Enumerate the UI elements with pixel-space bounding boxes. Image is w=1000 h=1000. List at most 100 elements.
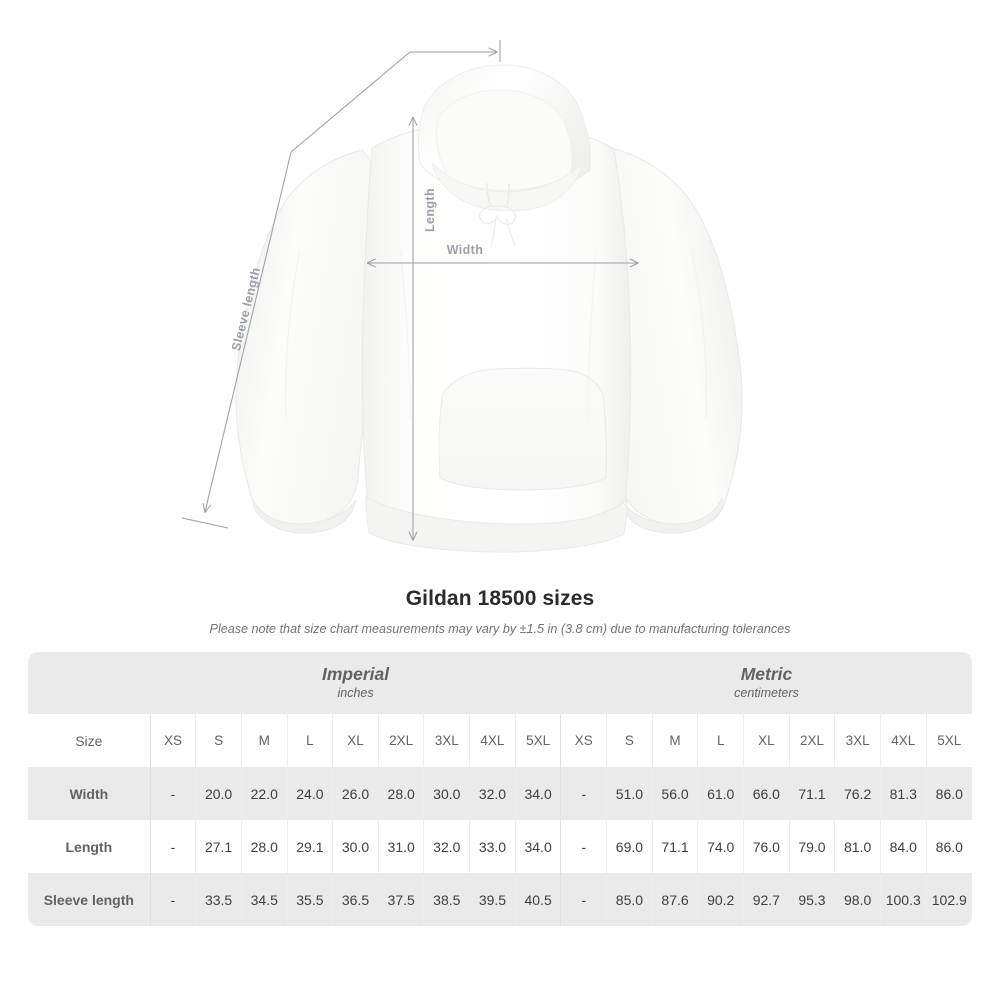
cell-length-metric-l: 74.0 [697, 820, 744, 873]
unit-header-spacer [28, 652, 151, 714]
size-header-metric-l: L [697, 714, 744, 767]
cell-width-metric-xs: - [560, 767, 607, 820]
size-header-metric-3xl: 3XL [834, 714, 881, 767]
cell-length-imperial-5xl: 34.0 [514, 820, 561, 873]
unit-sub-imperial: inches [337, 685, 374, 700]
sleeve-diagonal-upper [290, 51, 411, 153]
table-row: Sleeve length -33.5 34.5 35.5 36.5 37.5 38.5 39… [28, 873, 972, 926]
cell-width-imperial-5xl: 34.0 [514, 767, 561, 820]
cell-length-metric-2xl: 79.0 [788, 820, 835, 873]
cell-sleeve-length-metric-5xl: 102.9 [925, 873, 972, 926]
cell-sleeve-length-imperial-5xl: 40.5 [514, 873, 561, 926]
cell-width-imperial-xl: 26.0 [332, 767, 379, 820]
cell-sleeve-length-metric-m: 87.6 [651, 873, 698, 926]
cell-sleeve-length-imperial-3xl: 38.5 [423, 873, 470, 926]
cell-width-metric-2xl: 71.1 [788, 767, 835, 820]
size-header-imperial-3xl: 3XL [423, 714, 470, 767]
unit-sub-metric: centimeters [734, 685, 799, 700]
cell-sleeve-length-metric-xs: - [560, 873, 607, 926]
size-header-imperial-2xl: 2XL [377, 714, 424, 767]
sleeve-diagonal-lower [205, 151, 292, 512]
hoodie-graphic [235, 64, 743, 553]
cell-sleeve-length-metric-4xl: 100.3 [879, 873, 927, 926]
cell-sleeve-length-imperial-m: 34.5 [240, 873, 288, 926]
cell-length-metric-4xl: 84.0 [879, 820, 927, 873]
cell-sleeve-length-metric-2xl: 95.3 [788, 873, 835, 926]
cell-width-metric-s: 51.0 [606, 767, 653, 820]
unit-header-metric: Metric centimeters [560, 652, 972, 714]
size-header-metric-5xl: 5XL [925, 714, 972, 767]
cell-width-imperial-l: 24.0 [286, 767, 333, 820]
cell-sleeve-length-metric-s: 85.0 [606, 873, 653, 926]
size-header-metric-4xl: 4XL [879, 714, 927, 767]
measurement-annotations [181, 40, 638, 540]
cell-sleeve-length-imperial-4xl: 39.5 [469, 873, 516, 926]
size-header-metric-m: M [651, 714, 698, 767]
unit-header-row: Imperial inches Metric centimeters [28, 652, 972, 714]
size-chart-table-container: Imperial inches Metric centimeters Size XS S M L… [28, 652, 972, 926]
cell-length-metric-3xl: 81.0 [834, 820, 881, 873]
cell-length-imperial-2xl: 31.0 [377, 820, 424, 873]
page-title: Gildan 18500 sizes [405, 587, 595, 610]
cell-length-imperial-4xl: 33.0 [469, 820, 516, 873]
cell-sleeve-length-metric-l: 90.2 [697, 873, 744, 926]
unit-header-imperial: Imperial inches [150, 652, 561, 714]
unit-name-imperial: Imperial [321, 664, 390, 685]
cell-length-imperial-m: 28.0 [240, 820, 288, 873]
size-header-imperial-xl: XL [332, 714, 379, 767]
cell-sleeve-length-imperial-xs: - [149, 873, 196, 926]
cell-sleeve-length-imperial-s: 33.5 [195, 873, 242, 926]
size-chart-table: Imperial inches Metric centimeters Size XS S M L… [28, 652, 972, 926]
cell-length-imperial-3xl: 32.0 [423, 820, 470, 873]
cell-length-imperial-s: 27.1 [195, 820, 242, 873]
garment-illustration: Length Width Sleeve length [181, 40, 743, 553]
size-header-imperial-m: M [240, 714, 288, 767]
size-header-imperial-4xl: 4XL [469, 714, 516, 767]
size-header-imperial-5xl: 5XL [514, 714, 561, 767]
sleeve-bottom-tick [181, 517, 229, 529]
cell-width-metric-m: 56.0 [651, 767, 698, 820]
table-row: Length -27.1 28.0 29.1 30.0 31.0 32.0 33.0 34.0-… [28, 820, 972, 873]
unit-name-metric: Metric [740, 664, 793, 685]
cell-width-imperial-xs: - [149, 767, 196, 820]
row-label-width: Width [28, 767, 151, 820]
cell-length-metric-s: 69.0 [606, 820, 653, 873]
size-header-label: Size [28, 714, 151, 767]
cell-length-imperial-xs: - [149, 820, 196, 873]
cell-length-imperial-xl: 30.0 [332, 820, 379, 873]
cell-width-metric-4xl: 81.3 [879, 767, 927, 820]
cell-length-metric-5xl: 86.0 [925, 820, 972, 873]
length-label: Length [423, 188, 437, 232]
cell-width-imperial-4xl: 32.0 [469, 767, 516, 820]
cell-width-metric-5xl: 86.0 [925, 767, 972, 820]
size-header-metric-xs: XS [560, 714, 607, 767]
cell-width-metric-xl: 66.0 [743, 767, 790, 820]
title-block: Gildan 18500 sizes Please note that size… [0, 575, 1000, 636]
size-header-imperial-xs: XS [149, 714, 196, 767]
cell-width-metric-l: 61.0 [697, 767, 744, 820]
size-header-metric-s: S [606, 714, 653, 767]
size-header-metric-2xl: 2XL [788, 714, 835, 767]
row-label-sleeve-length: Sleeve length [28, 873, 151, 926]
tolerance-note: Please note that size chart measurements… [209, 622, 791, 636]
cell-width-imperial-3xl: 30.0 [423, 767, 470, 820]
size-header-imperial-s: S [195, 714, 242, 767]
size-header-metric-xl: XL [743, 714, 790, 767]
cell-width-imperial-2xl: 28.0 [377, 767, 424, 820]
cell-sleeve-length-metric-xl: 92.7 [743, 873, 790, 926]
cell-sleeve-length-imperial-2xl: 37.5 [377, 873, 424, 926]
size-header-row: Size XS S M L XL 2XL 3XL 4XL 5XL XS S M L XL 2XL 3XL 4XL 5… [28, 714, 972, 767]
cell-width-imperial-m: 22.0 [240, 767, 288, 820]
table-row: Width -20.0 22.0 24.0 26.0 28.0 30.0 32.0 34.0-5… [28, 767, 972, 820]
cell-length-metric-xl: 76.0 [743, 820, 790, 873]
size-header-imperial-l: L [286, 714, 333, 767]
cell-length-metric-xs: - [560, 820, 607, 873]
cell-length-metric-m: 71.1 [651, 820, 698, 873]
cell-sleeve-length-imperial-xl: 36.5 [332, 873, 379, 926]
cell-width-metric-3xl: 76.2 [834, 767, 881, 820]
width-label: Width [447, 243, 484, 257]
cell-width-imperial-s: 20.0 [195, 767, 242, 820]
row-label-length: Length [28, 820, 151, 873]
cell-sleeve-length-imperial-l: 35.5 [286, 873, 333, 926]
cell-sleeve-length-metric-3xl: 98.0 [834, 873, 881, 926]
